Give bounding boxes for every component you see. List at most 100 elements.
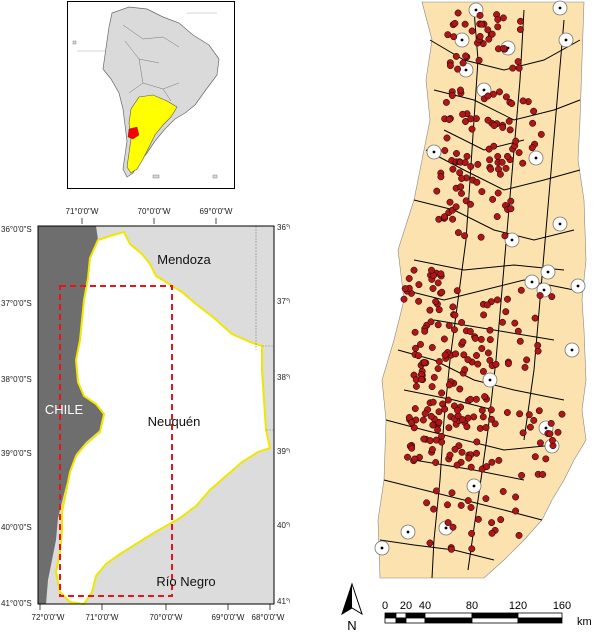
site-point bbox=[461, 366, 469, 374]
site-point bbox=[509, 64, 517, 72]
locality-marker-dot bbox=[432, 150, 436, 154]
site-point bbox=[504, 152, 511, 160]
site-point bbox=[480, 311, 488, 319]
site-point bbox=[428, 344, 436, 351]
svg-text:37°0'0"S: 37°0'0"S bbox=[1, 299, 32, 308]
site-point bbox=[441, 147, 449, 154]
site-point bbox=[539, 471, 547, 478]
site-point bbox=[486, 156, 494, 164]
site-point bbox=[451, 19, 459, 27]
site-point bbox=[452, 203, 460, 211]
site-point bbox=[487, 165, 495, 173]
site-point bbox=[448, 489, 456, 497]
site-point bbox=[530, 107, 538, 115]
site-point bbox=[464, 356, 472, 364]
site-point bbox=[548, 293, 556, 301]
site-point bbox=[468, 530, 476, 537]
site-point bbox=[526, 423, 534, 431]
scale-labels: 0 20 40 80 120 160 km bbox=[382, 600, 592, 628]
chile-area bbox=[38, 226, 104, 604]
site-point bbox=[474, 160, 482, 168]
site-point bbox=[454, 9, 462, 17]
site-point bbox=[496, 170, 504, 178]
site-point bbox=[504, 360, 512, 368]
site-point bbox=[529, 119, 537, 127]
road-line bbox=[403, 279, 575, 301]
site-point bbox=[449, 165, 457, 173]
site-point bbox=[449, 303, 457, 311]
north-arrow: N bbox=[341, 582, 363, 633]
svg-text:69°0'0"W: 69°0'0"W bbox=[212, 613, 245, 622]
site-point bbox=[453, 461, 461, 469]
site-point bbox=[445, 116, 453, 123]
site-point bbox=[411, 328, 419, 336]
site-point bbox=[473, 178, 481, 186]
site-point bbox=[445, 381, 453, 389]
site-point bbox=[512, 493, 520, 501]
svg-text:120: 120 bbox=[509, 600, 527, 612]
site-point bbox=[519, 97, 527, 105]
site-point bbox=[451, 445, 459, 453]
locality-marker-dot bbox=[542, 288, 546, 292]
site-point bbox=[430, 373, 438, 381]
locality-marker-dot bbox=[530, 280, 534, 284]
study-area-box bbox=[59, 285, 173, 597]
svg-text:40°0'0"S: 40°0'0"S bbox=[1, 523, 32, 532]
site-point bbox=[456, 169, 464, 177]
mendoza-label: Mendoza bbox=[157, 252, 211, 267]
site-point bbox=[434, 321, 442, 329]
site-point bbox=[421, 410, 429, 417]
site-point bbox=[435, 408, 443, 416]
site-point bbox=[479, 367, 487, 375]
site-point bbox=[492, 360, 500, 368]
locality-marker-dot bbox=[546, 270, 550, 274]
neuquen-province bbox=[54, 230, 272, 606]
site-point bbox=[496, 88, 503, 96]
scale-segments bbox=[384, 612, 563, 624]
site-point bbox=[457, 501, 465, 509]
site-point bbox=[434, 365, 442, 373]
site-point bbox=[446, 62, 454, 70]
top-lon-label: 71°0'0"W bbox=[66, 207, 99, 216]
detail-map-sites bbox=[374, 0, 587, 579]
inset-map-south-america bbox=[67, 1, 235, 189]
road-network bbox=[379, 9, 581, 579]
site-point bbox=[432, 298, 440, 306]
site-point bbox=[467, 395, 474, 403]
road-line bbox=[467, 9, 525, 571]
site-point bbox=[429, 285, 437, 292]
site-point bbox=[482, 424, 490, 431]
site-point bbox=[507, 197, 515, 205]
left-lat-labels: 36°0'0"S 37°0'0"S 38°0'0"S 39°0'0"S 40°0… bbox=[1, 225, 32, 608]
site-point bbox=[547, 419, 555, 427]
site-point bbox=[531, 314, 539, 322]
site-point bbox=[467, 163, 475, 170]
site-point bbox=[435, 306, 443, 314]
site-point bbox=[473, 449, 480, 457]
svg-text:39°0'0"S: 39°0'0"S bbox=[1, 449, 32, 458]
site-point bbox=[450, 33, 458, 41]
site-point bbox=[459, 59, 467, 67]
top-lon-label: 69°0'0"W bbox=[200, 207, 233, 216]
site-point bbox=[478, 406, 486, 414]
svg-text:40: 40 bbox=[419, 600, 431, 612]
site-point bbox=[417, 340, 424, 348]
site-point bbox=[460, 351, 468, 359]
site-point bbox=[490, 142, 498, 150]
site-point bbox=[487, 406, 495, 414]
site-point bbox=[489, 195, 497, 203]
site-point bbox=[459, 110, 467, 118]
site-point bbox=[426, 539, 434, 547]
site-point bbox=[546, 430, 554, 438]
site-point bbox=[542, 455, 550, 463]
site-point bbox=[467, 115, 475, 123]
site-point bbox=[508, 100, 516, 107]
site-point bbox=[488, 529, 496, 537]
site-point bbox=[488, 458, 496, 466]
site-point bbox=[458, 175, 466, 182]
site-point bbox=[415, 297, 423, 305]
site-point bbox=[435, 358, 443, 365]
site-point bbox=[523, 356, 531, 364]
site-point bbox=[478, 345, 486, 352]
site-point bbox=[408, 419, 416, 427]
